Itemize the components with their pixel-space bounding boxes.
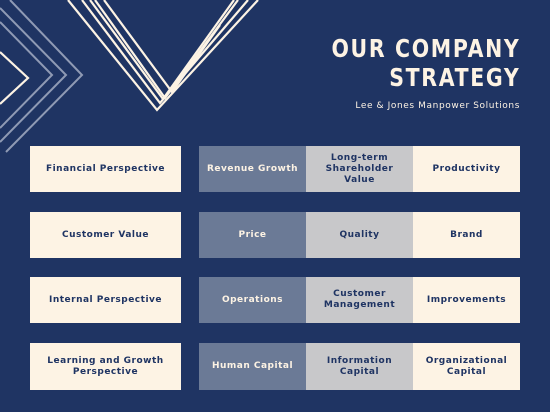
perspective-learning-growth: Learning and Growth Perspective xyxy=(30,343,181,390)
strategy-cell: Human Capital xyxy=(199,343,306,390)
strategy-cell: Productivity xyxy=(413,146,520,192)
strategy-cell: Brand xyxy=(413,212,520,258)
strategy-cell: Revenue Growth xyxy=(199,146,306,192)
strategy-cell: Quality xyxy=(306,212,413,258)
strategy-cell: Customer Management xyxy=(306,277,413,323)
subtitle: Lee & Jones Manpower Solutions xyxy=(355,101,520,111)
strategy-cell: Improvements xyxy=(413,277,520,323)
perspective-customer: Customer Value xyxy=(30,212,181,258)
strategy-cell: Price xyxy=(199,212,306,258)
page-title: OUR COMPANY STRATEGY xyxy=(331,34,520,92)
title-line-2: STRATEGY xyxy=(388,63,520,92)
perspective-financial: Financial Perspective xyxy=(30,146,181,192)
strategy-cell: Long-term Shareholder Value xyxy=(306,146,413,192)
title-line-1: OUR COMPANY xyxy=(331,34,520,63)
decorative-chevron-lines xyxy=(0,0,259,153)
strategy-cell: Information Capital xyxy=(306,343,413,390)
strategy-cell: Operations xyxy=(199,277,306,323)
strategy-cell: Organizational Capital xyxy=(413,343,520,390)
perspective-internal: Internal Perspective xyxy=(30,277,181,323)
